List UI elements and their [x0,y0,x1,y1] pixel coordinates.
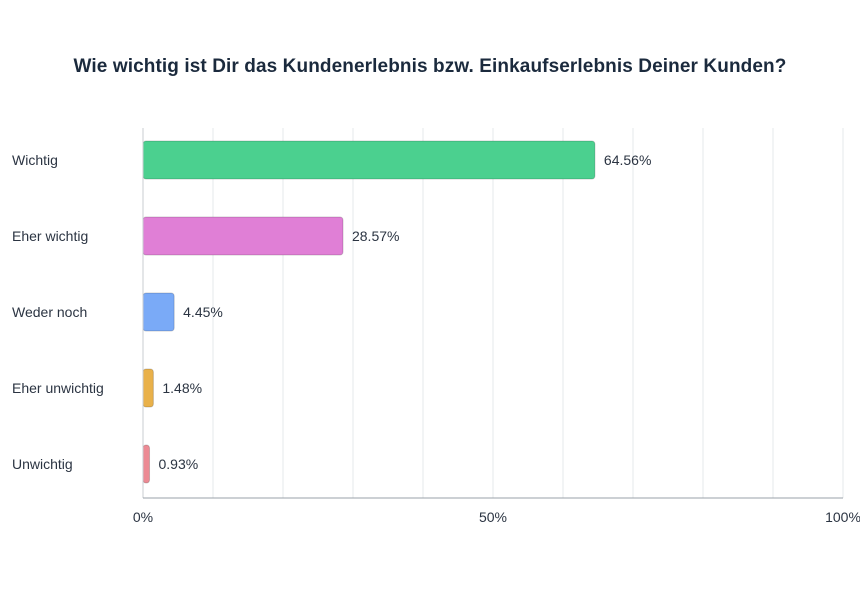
category-label: Unwichtig [12,456,73,472]
x-tick-label: 100% [825,509,860,525]
x-tick-label: 0% [133,509,153,525]
axes: 0% 50% 100% [133,128,860,525]
chart-title: Wie wichtig ist Dir das Kundenerlebnis b… [73,56,787,77]
bar [142,368,154,408]
data-label: 0.93% [159,456,199,472]
category-label: Eher unwichtig [12,380,104,396]
bar [142,140,596,180]
category-label: Weder noch [12,304,87,320]
bars [142,140,596,484]
labels: Wichtig 64.56% Eher wichtig 28.57% Weder noc… [12,152,651,472]
data-label: 64.56% [604,152,651,168]
data-label: 28.57% [352,228,399,244]
category-label: Eher wichtig [12,228,88,244]
category-label: Wichtig [12,152,58,168]
data-label: 1.48% [162,380,202,396]
bar [142,216,344,256]
data-label: 4.45% [183,304,223,320]
bar [142,444,151,484]
grid-lines [212,128,844,498]
x-tick-label: 50% [479,509,507,525]
bar [142,292,175,332]
